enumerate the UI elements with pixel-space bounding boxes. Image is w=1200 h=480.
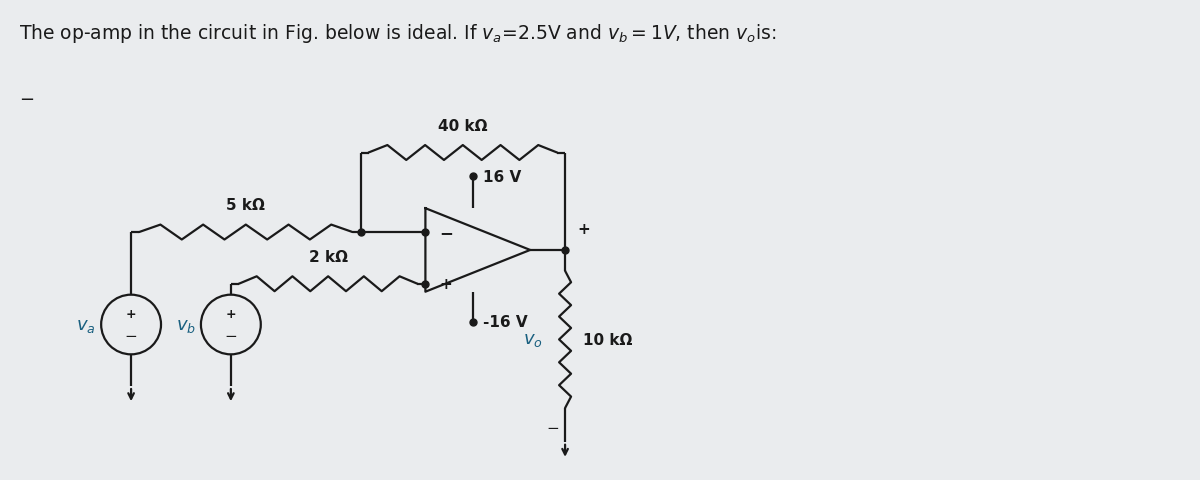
Text: +: +: [226, 307, 236, 321]
Text: The op-amp in the circuit in Fig. below is ideal. If $v_a$=2.5V and $v_b = 1V$, : The op-amp in the circuit in Fig. below …: [19, 22, 776, 45]
Text: 10 kΩ: 10 kΩ: [583, 332, 632, 347]
Text: -16 V: -16 V: [482, 314, 527, 329]
Text: −: −: [19, 91, 35, 108]
Text: 2 kΩ: 2 kΩ: [308, 249, 348, 264]
Text: $v_o$: $v_o$: [523, 331, 544, 348]
Text: −: −: [439, 224, 454, 241]
Text: −: −: [125, 328, 138, 343]
Text: −: −: [547, 420, 559, 435]
Text: 5 kΩ: 5 kΩ: [227, 198, 265, 213]
Text: −: −: [224, 328, 238, 343]
Text: $v_b$: $v_b$: [176, 316, 196, 334]
Text: +: +: [577, 221, 590, 236]
Text: $v_a$: $v_a$: [77, 316, 96, 334]
Text: 40 kΩ: 40 kΩ: [438, 119, 487, 133]
Text: +: +: [126, 307, 137, 321]
Text: 16 V: 16 V: [482, 169, 521, 184]
Text: +: +: [439, 276, 452, 292]
